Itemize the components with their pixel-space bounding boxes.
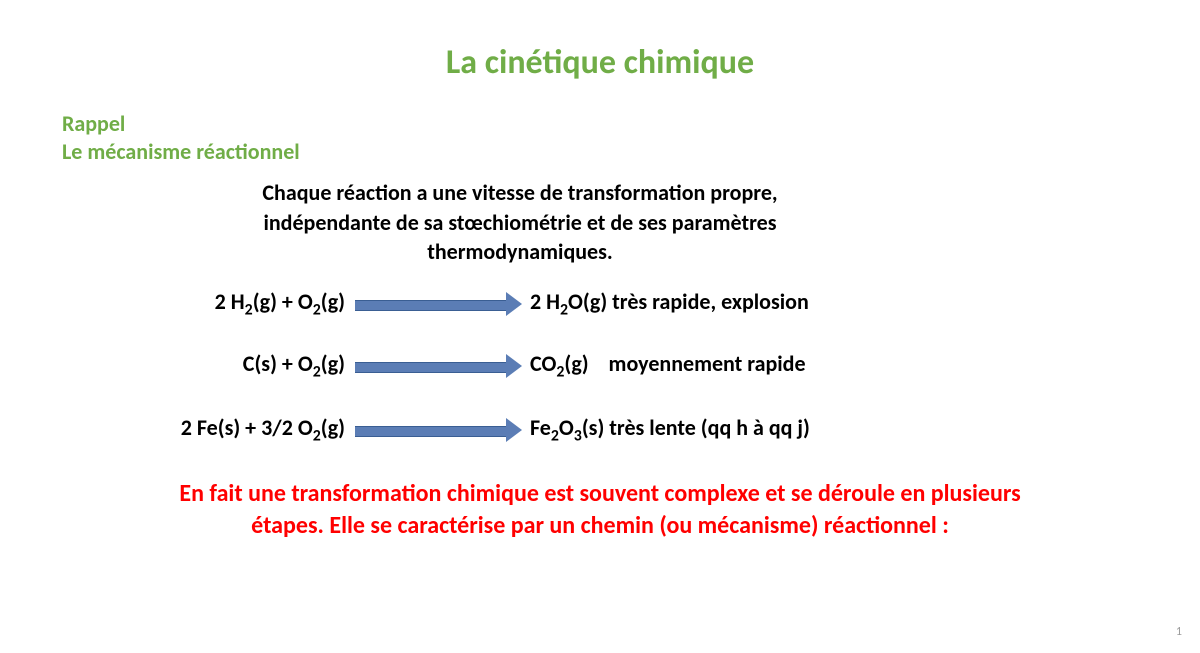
- products-2: CO2(g) moyennement rapide: [530, 350, 806, 381]
- reactants-1: 2 H2(g) + O2(g): [215, 288, 345, 319]
- reactants-3: 2 Fe(s) + 3/2 O2(g): [181, 414, 345, 445]
- arrow-head: [506, 418, 522, 442]
- arrow-shaft: [355, 426, 508, 437]
- subheading-mecanisme: Le mécanisme réactionnel: [62, 138, 300, 165]
- products-1: 2 H2O(g) très rapide, explosion: [530, 288, 809, 319]
- reaction-row-2: C(s) + O2(g) CO2(g) moyennement rapide: [0, 350, 1200, 398]
- subheading-rappel: Rappel: [62, 110, 125, 137]
- arrow-icon: [355, 422, 520, 438]
- products-3: Fe2O3(s) très lente (qq h à qq j): [530, 414, 810, 445]
- arrow-icon: [355, 358, 520, 374]
- reactants-2: C(s) + O2(g): [243, 350, 345, 381]
- conclusion-paragraph: En fait une transformation chimique est …: [150, 478, 1050, 543]
- intro-paragraph: Chaque réaction a une vitesse de transfo…: [210, 178, 830, 267]
- reaction-row-1: 2 H2(g) + O2(g) 2 H2O(g) très rapide, ex…: [0, 288, 1200, 336]
- arrow-shaft: [355, 300, 508, 311]
- reaction-row-3: 2 Fe(s) + 3/2 O2(g) Fe2O3(s) très lente …: [0, 414, 1200, 462]
- arrow-icon: [355, 296, 520, 312]
- arrow-head: [506, 354, 522, 378]
- arrow-head: [506, 292, 522, 316]
- slide-title: La cinétique chimique: [0, 42, 1200, 83]
- arrow-shaft: [355, 362, 508, 373]
- page-number: 1: [1176, 625, 1182, 639]
